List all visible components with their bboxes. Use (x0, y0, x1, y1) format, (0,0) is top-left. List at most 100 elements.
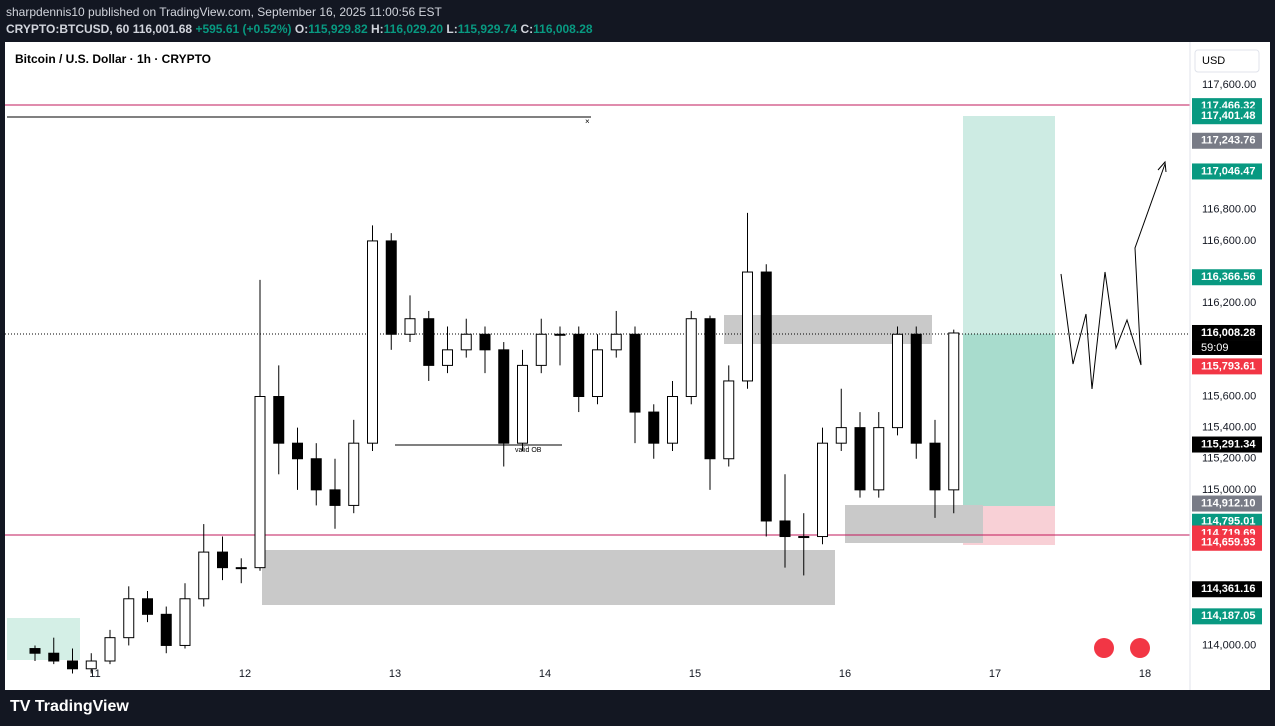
candle-body (85, 660, 97, 670)
candle-body (835, 427, 847, 444)
candle-body (798, 536, 810, 539)
candle-body (573, 333, 585, 398)
price-tag-label: 117,401.48 (1201, 110, 1255, 122)
publisher-line: sharpdennis10 published on TradingView.c… (6, 5, 442, 19)
candle-body (892, 333, 903, 429)
y-tick-label: 116,200.00 (1202, 297, 1256, 309)
candle-body (704, 318, 716, 460)
l-key: L: (446, 22, 458, 36)
candle-body (385, 240, 397, 335)
y-tick-label: 117,600.00 (1202, 79, 1256, 91)
x-tick-label: 17 (989, 668, 1001, 680)
price-tag (1192, 358, 1262, 375)
x-tick-label: 18 (1139, 668, 1151, 680)
l: 115,929.74 (457, 22, 518, 36)
candle-body (629, 333, 641, 413)
price-tag (1192, 324, 1262, 341)
candle-body (948, 332, 960, 491)
price-tag-label: 116,008.28 (1201, 327, 1255, 339)
candle-body (123, 598, 135, 639)
price-tag-label: 115,793.61 (1201, 360, 1255, 372)
candle-body (404, 318, 416, 335)
candle-body (198, 551, 210, 600)
candle-body (329, 489, 341, 506)
footer: TV TradingView (0, 690, 1275, 726)
price-tag-label: 114,795.01 (1201, 516, 1255, 528)
h: 116,029.20 (383, 22, 444, 36)
price-tag (1192, 436, 1262, 453)
symbol: CRYPTO:BTCUSD, 60 (6, 22, 130, 36)
close-marker[interactable]: × (585, 117, 590, 126)
zone (7, 618, 80, 660)
change: +595.61 (+0.52%) (195, 22, 292, 36)
candle-body (67, 660, 78, 670)
candle-body (610, 333, 622, 351)
candle-body (498, 349, 510, 444)
price-tag-label: 117,243.76 (1201, 135, 1255, 147)
candle-body (929, 442, 941, 491)
order-block (262, 550, 835, 605)
countdown-bg (1192, 340, 1262, 355)
candle-body (142, 598, 153, 615)
candle-body (910, 333, 922, 444)
x-tick-label: 12 (239, 668, 251, 680)
price-tag-label: 115,291.34 (1201, 438, 1256, 450)
candle-body (217, 551, 228, 569)
projection (1060, 163, 1166, 390)
price-tag-label: 114,361.16 (1201, 583, 1255, 595)
candle-body (685, 318, 697, 398)
event-icon[interactable] (1094, 638, 1114, 658)
currency: USD (1202, 55, 1225, 67)
y-tick-label: 115,600.00 (1202, 390, 1256, 402)
candle-body (592, 349, 603, 398)
order-block (845, 505, 983, 543)
o: 115,929.82 (308, 22, 368, 36)
candle-body (554, 333, 566, 336)
chart: Bitcoin / U.S. Dollar · 1h · CRYPTO vali… (5, 42, 1270, 690)
price-tag (1192, 495, 1262, 512)
candle-body (517, 364, 528, 444)
o-key: O: (294, 22, 309, 36)
price-tag (1192, 108, 1262, 125)
event-icon[interactable] (1130, 638, 1150, 658)
price-tag (1192, 608, 1262, 625)
candle-body (423, 318, 435, 366)
x-tick-label: 11 (89, 668, 100, 680)
candle-body (348, 442, 360, 506)
chart-title: Bitcoin / U.S. Dollar · 1h · CRYPTO (15, 52, 211, 66)
candle-body (723, 380, 735, 460)
last: 116,001.68 (132, 22, 193, 36)
price-tag-label: 114,659.93 (1201, 537, 1255, 549)
x-tick-label: 13 (389, 668, 401, 680)
annotation: valid OB (515, 447, 542, 454)
candle-body (254, 396, 266, 569)
candle-body (817, 442, 828, 538)
arrow-head (1157, 160, 1167, 173)
currency-button[interactable] (1194, 49, 1260, 73)
ohlc-line: CRYPTO:BTCUSD, 60 116,001.68 +595.61 (+0… (6, 22, 593, 36)
brand: TV TradingView (10, 698, 129, 715)
candle-body (179, 598, 191, 646)
price-tag (1192, 534, 1262, 551)
h-key: H: (370, 22, 384, 36)
candle-body (854, 427, 866, 491)
x-tick-label: 16 (839, 668, 851, 680)
candle-body (310, 458, 322, 491)
candle-body (235, 567, 247, 570)
price-tag (1192, 581, 1262, 598)
candle-body (29, 648, 41, 654)
y-tick-label: 116,800.00 (1202, 204, 1256, 216)
price-tag-label: 117,046.47 (1201, 165, 1255, 177)
y-tick-label: 115,200.00 (1202, 453, 1256, 465)
y-tick-label: 115,000.00 (1202, 484, 1256, 496)
candle-body (479, 333, 491, 351)
c-key: C: (520, 22, 534, 36)
price-tag (1192, 269, 1262, 286)
c: 116,008.28 (533, 22, 593, 36)
countdown: 59:09 (1201, 342, 1229, 354)
y-tick-label: 114,000.00 (1202, 639, 1256, 651)
price-tag (1192, 132, 1262, 149)
candle-body (104, 637, 116, 662)
x-tick-label: 15 (689, 668, 701, 680)
